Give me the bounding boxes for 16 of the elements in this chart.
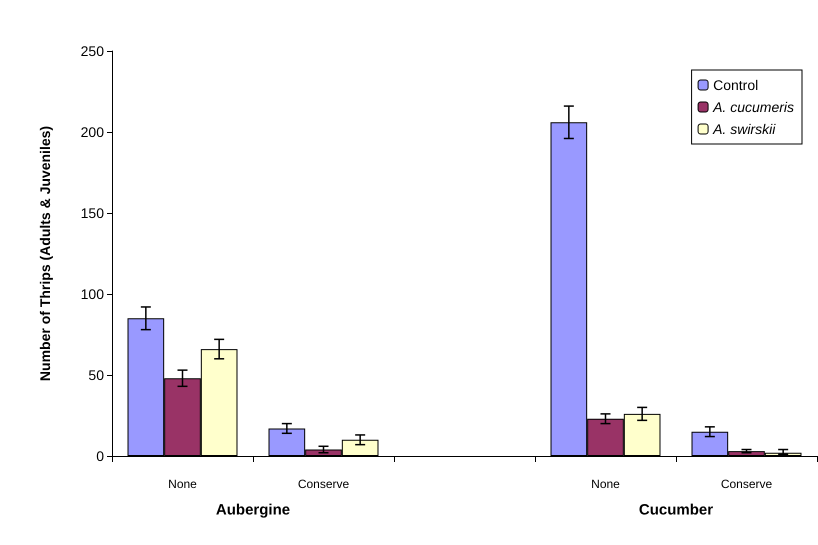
text: Cucumber: [638, 502, 714, 518]
y-tick-label: 200: [80, 124, 104, 140]
legend-label: A. cucumeris: [712, 99, 794, 115]
x-tick-label: None: [591, 477, 620, 491]
x-tick-label: None: [168, 477, 198, 491]
y-axis-title: Number of Thrips (Adults & Juveniles): [37, 126, 53, 382]
x-tick-label: Conserve: [298, 477, 350, 491]
x-tick-label: Conserve: [720, 477, 773, 491]
y-tick-label: 150: [80, 205, 104, 221]
y-tick-label: 100: [80, 286, 104, 302]
legend-label: A. swirskii: [712, 121, 776, 137]
legend-label: Control: [713, 77, 758, 93]
y-tick-label: 0: [96, 448, 104, 464]
y-tick-label: 50: [88, 367, 104, 383]
y-tick-label: 250: [80, 43, 104, 59]
text: Aubergine: [216, 502, 290, 518]
